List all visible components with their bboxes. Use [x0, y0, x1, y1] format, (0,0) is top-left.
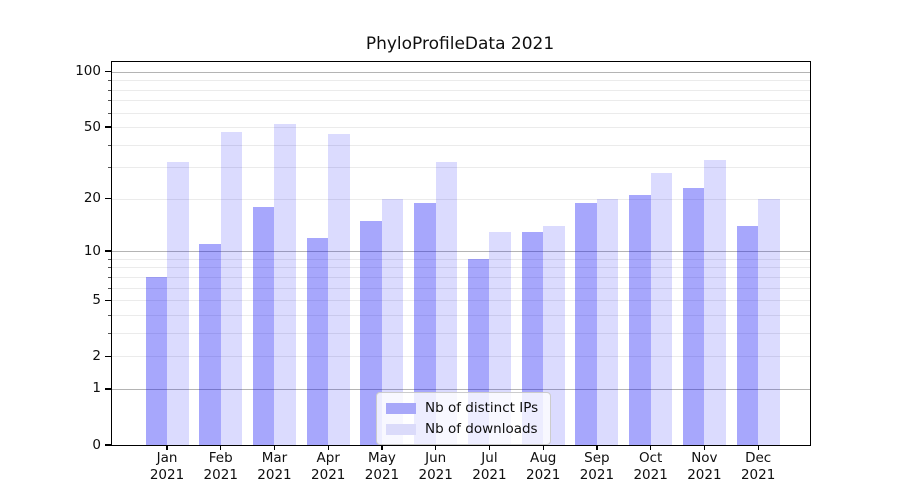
bar-downloads — [758, 198, 780, 445]
x-tick-label: Oct 2021 — [633, 450, 668, 483]
minor-gridline — [112, 127, 810, 129]
x-tick-mark — [220, 445, 222, 450]
downloads-series-swatch — [386, 423, 416, 435]
minor-gridline — [112, 144, 810, 146]
y-tick-label: 20 — [83, 190, 101, 207]
minor-gridline — [112, 112, 810, 114]
bar-downloads — [489, 231, 511, 445]
bar-distinct-ips — [199, 244, 221, 445]
y-tick-label: 1 — [92, 380, 101, 397]
bar-distinct-ips — [360, 220, 382, 445]
legend-item-distinct-ips: Nb of distinct IPs — [386, 400, 538, 416]
legend-item-downloads: Nb of downloads — [386, 421, 538, 437]
bar-distinct-ips — [252, 206, 275, 445]
x-tick-label: Jun 2021 — [418, 450, 453, 483]
x-tick-mark — [703, 445, 705, 450]
y-tick-label: 0 — [92, 436, 101, 453]
plot-area: Nb of distinct IPs Nb of downloads — [111, 61, 811, 446]
y-tick-mark — [105, 71, 111, 73]
bar-distinct-ips — [736, 226, 759, 445]
major-gridline — [112, 71, 810, 73]
bar-downloads — [435, 162, 458, 445]
bar-distinct-ips — [682, 188, 705, 445]
y-tick-label: 2 — [92, 347, 101, 364]
x-tick-mark — [757, 445, 759, 450]
bar-distinct-ips — [575, 202, 597, 445]
x-tick-label: May 2021 — [364, 450, 400, 483]
legend-label-distinct-ips: Nb of distinct IPs — [425, 400, 539, 416]
bar-downloads — [596, 198, 619, 445]
x-tick-label: Nov 2021 — [687, 450, 722, 483]
x-tick-label: Feb 2021 — [203, 450, 238, 483]
x-tick-mark — [166, 445, 168, 450]
x-tick-label: Mar 2021 — [257, 450, 292, 483]
y-minor-tick-mark — [108, 112, 111, 114]
x-tick-label: Jul 2021 — [472, 450, 507, 483]
x-tick-mark — [327, 445, 329, 450]
minor-gridline — [112, 89, 810, 91]
bar-downloads — [650, 172, 673, 445]
x-tick-mark — [488, 445, 491, 450]
x-tick-mark — [381, 445, 383, 450]
x-tick-label: Aug 2021 — [525, 450, 561, 483]
x-tick-mark — [596, 445, 598, 450]
y-tick-mark — [105, 250, 111, 252]
bar-distinct-ips — [145, 276, 167, 445]
legend-label-downloads: Nb of downloads — [425, 421, 538, 437]
x-tick-mark — [273, 445, 276, 450]
y-minor-tick-mark — [108, 144, 111, 146]
bar-distinct-ips — [414, 202, 436, 445]
bar-downloads — [220, 131, 243, 445]
x-tick-label: Sep 2021 — [579, 450, 615, 483]
bar-downloads — [381, 198, 404, 445]
chart-title: PhyloProfileData 2021 — [365, 34, 555, 54]
bar-distinct-ips — [629, 195, 651, 445]
y-tick-mark — [105, 299, 111, 301]
bar-distinct-ips — [521, 231, 544, 445]
y-minor-tick-mark — [108, 314, 111, 316]
y-tick-mark — [105, 444, 111, 446]
y-minor-tick-mark — [108, 258, 111, 260]
y-tick-label: 10 — [83, 242, 101, 259]
x-tick-label: Dec 2021 — [740, 450, 776, 483]
bar-downloads — [543, 226, 565, 445]
legend: Nb of distinct IPs Nb of downloads — [376, 392, 552, 445]
bar-downloads — [167, 162, 189, 445]
bar-distinct-ips — [306, 237, 329, 445]
y-minor-tick-mark — [108, 287, 111, 289]
y-minor-tick-mark — [108, 332, 111, 334]
minor-gridline — [112, 80, 810, 82]
x-tick-mark — [435, 445, 437, 450]
y-tick-label: 5 — [92, 291, 101, 308]
y-minor-tick-mark — [108, 100, 111, 102]
bar-downloads — [704, 159, 726, 445]
ips-series-swatch — [386, 402, 416, 414]
y-minor-tick-mark — [108, 80, 111, 82]
y-minor-tick-mark — [108, 267, 111, 269]
y-minor-tick-mark — [108, 276, 111, 278]
minor-gridline — [112, 100, 810, 102]
y-tick-mark — [105, 388, 111, 390]
bar-downloads — [274, 123, 296, 445]
y-tick-label: 100 — [75, 63, 101, 80]
y-tick-mark — [105, 198, 111, 200]
y-minor-tick-mark — [108, 167, 111, 169]
y-tick-label: 50 — [83, 118, 101, 135]
y-tick-mark — [105, 355, 111, 357]
x-tick-mark — [650, 445, 652, 450]
y-minor-tick-mark — [108, 89, 111, 91]
bar-downloads — [328, 133, 350, 445]
y-tick-mark — [105, 126, 111, 128]
x-tick-label: Jan 2021 — [149, 450, 185, 483]
x-tick-label: Apr 2021 — [311, 450, 346, 483]
x-tick-mark — [542, 445, 544, 450]
